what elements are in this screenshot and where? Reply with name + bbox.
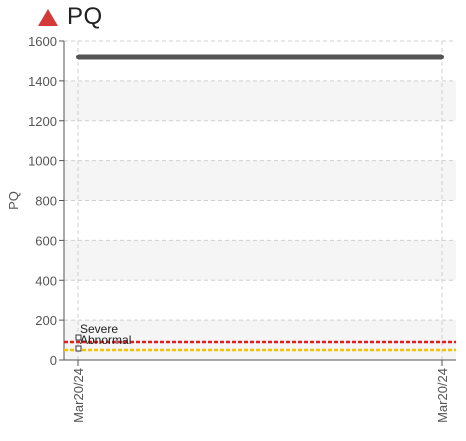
y-tick-label: 400 [35, 273, 57, 288]
threshold-marker [75, 345, 82, 352]
data-point [440, 54, 444, 59]
grid-band [64, 80, 456, 121]
threshold-label-severe: Severe [80, 322, 118, 336]
threshold-marker [75, 334, 82, 341]
grid-band [64, 240, 456, 281]
warning-triangle-icon [38, 9, 58, 26]
y-tick-label: 1000 [28, 154, 57, 169]
grid-band [64, 320, 456, 360]
y-tick-label: 0 [50, 353, 57, 368]
x-tick-label: Mar20/24 [71, 368, 86, 423]
y-tick-label: 800 [35, 194, 57, 209]
grid-band [64, 160, 456, 201]
threshold-label-abnormal: Abnormal [80, 333, 131, 347]
y-tick-label: 1600 [28, 34, 57, 49]
y-tick-label: 1400 [28, 74, 57, 89]
data-point [76, 54, 80, 59]
y-tick-label: 600 [35, 233, 57, 248]
y-axis-label: PQ [6, 191, 21, 210]
y-tick-label: 1200 [28, 114, 57, 129]
x-tick-label: Mar20/24 [435, 368, 450, 423]
y-tick-label: 200 [35, 313, 57, 328]
chart-title: PQ [67, 3, 103, 30]
chart-header: PQ [38, 2, 103, 32]
